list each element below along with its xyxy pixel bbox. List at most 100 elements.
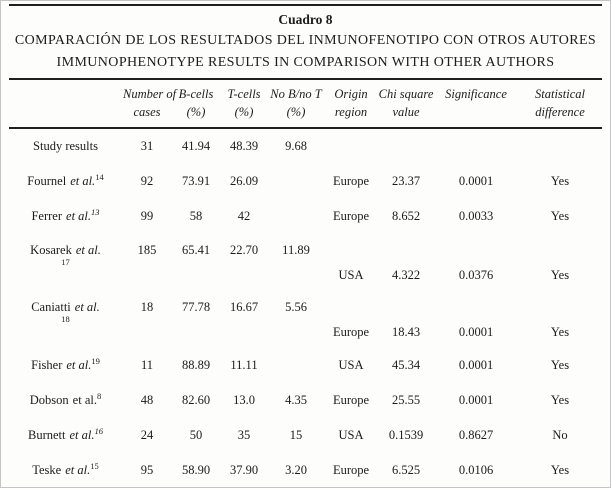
origin-region-cell: USA [338,268,364,282]
author-etal: et al. [72,393,97,407]
origin-region-cell: Europe [332,174,370,188]
statistical-difference-cell: Yes [550,463,570,477]
col-header-origin-region: Origin region [334,87,368,119]
t-cells-cell: 11.11 [230,358,258,372]
origin-region-cell: Europe [332,209,370,223]
t-cells-cell: 13.0 [233,393,255,407]
b-cells-cell: 88.89 [181,358,211,372]
table-container: Cuadro 8 COMPARACIÓN DE LOS RESULTADOS D… [1,4,610,487]
table-number: Cuadro 8 [278,12,333,27]
number-of-cases-cell: 92 [140,174,154,188]
col-header-chi-square: Chi square value [378,87,434,119]
number-of-cases-cell: 185 [137,243,157,257]
no-b-no-t-cell: 15 [289,428,303,442]
table-header-row: Number of cases B-cells (%) T-cells (%) … [8,80,603,127]
author-line: Caniatti et al. 18 [31,300,100,324]
number-of-cases-cell: 95 [140,463,154,477]
author-line: Dobson et al.8 [30,390,102,408]
table-row: Dobson et al.8 48 82.60 13.0 4.35 Europe … [8,383,603,418]
author-name: Fournel [27,174,67,188]
col-header-b-cells: B-cells (%) [178,87,214,119]
number-of-cases-cell: 48 [140,393,154,407]
number-of-cases-cell: 18 [140,300,154,314]
significance-cell: 0.0033 [458,209,494,223]
statistical-difference-cell: Yes [550,174,570,188]
statistical-difference-cell: Yes [550,268,570,282]
author-line: Burnett et al.16 [28,427,103,443]
chi-square-cell: 45.34 [391,358,421,372]
author-name: Ferrer [31,209,63,223]
statistical-difference-cell: No [552,428,568,442]
author-reference-number: 14 [95,171,104,182]
author-line: Ferrer et al.13 [31,208,99,224]
b-cells-cell: 50 [189,428,203,442]
author-cell: Fournel et al.14 [8,171,123,189]
b-cells-cell: 41.94 [181,139,211,153]
statistical-difference-cell: Yes [550,209,570,223]
b-cells-cell: 77.78 [181,300,211,314]
number-of-cases-cell: 11 [140,358,154,372]
statistical-difference-cell: Yes [550,325,570,339]
origin-region-cell: Europe [332,393,370,407]
author-cell: Kosarek et al. 17 [8,234,123,269]
number-of-cases-cell: 24 [140,428,154,442]
significance-cell: 0.0001 [458,325,494,339]
significance-cell: 0.0001 [458,174,494,188]
origin-region-cell: USA [338,358,364,372]
author-name: Teske [32,463,62,477]
author-line: Fisher et al.19 [31,357,100,373]
statistical-difference-cell: Yes [550,393,570,407]
chi-square-cell: 18.43 [391,325,421,339]
b-cells-cell: 73.91 [181,174,211,188]
table-row: Study results 31 41.94 48.39 9.68 [8,129,603,164]
b-cells-cell: 65.41 [181,243,211,257]
table-row: Teske et al.15 95 58.90 37.90 3.20 Europe… [8,453,603,487]
author-cell: Study results [8,139,123,154]
chi-square-cell: 4.322 [391,268,421,282]
no-b-no-t-cell: 3.20 [285,463,307,477]
t-cells-cell: 35 [237,428,251,442]
header-divider-rule [9,127,602,129]
t-cells-cell: 42 [237,209,251,223]
table-row: Fournel et al.14 92 73.91 26.09 Europe 23… [8,164,603,199]
table-body: Study results 31 41.94 48.39 9.68 Fourne… [8,129,603,487]
author-etal: et al. [66,358,92,372]
statistical-difference-cell: Yes [550,358,570,372]
author-name: Study results [33,139,98,153]
b-cells-cell: 58 [189,209,203,223]
title-divider-rule [9,78,602,80]
author-cell: Fisher et al.19 [8,357,123,373]
significance-cell: 0.0001 [458,358,494,372]
origin-region-cell: Europe [332,463,370,477]
author-etal: et al. [66,209,92,223]
b-cells-cell: 58.90 [181,463,211,477]
b-cells-cell: 82.60 [181,393,211,407]
significance-cell: 0.8627 [458,428,494,442]
author-reference-number: 8 [96,390,102,401]
author-name: Fisher [31,358,63,372]
author-line: Teske et al.15 [32,460,99,478]
table-title-english: IMMUNOPHENOTYPE RESULTS IN COMPARISON WI… [56,55,555,70]
table-row: Caniatti et al. 18 18 77.78 16.67 5.56 Eur… [8,291,603,348]
chi-square-cell: 8.652 [391,209,421,223]
chi-square-cell: 0.1539 [388,428,424,442]
chi-square-cell: 6.525 [391,463,421,477]
author-reference-number: 15 [90,460,99,471]
author-name: Kosarek [30,243,72,257]
author-line: Kosarek et al. 17 [30,243,101,267]
author-line: Fournel et al.14 [27,171,104,189]
author-cell: Burnett et al.16 [8,427,123,443]
number-of-cases-cell: 99 [140,209,154,223]
col-header-number-of-cases: Number of cases [123,87,177,119]
significance-cell: 0.0376 [458,268,494,282]
author-etal: et al. [69,428,95,442]
author-cell: Ferrer et al.13 [8,208,123,224]
table-title-block: Cuadro 8 COMPARACIÓN DE LOS RESULTADOS D… [8,6,603,78]
author-line: Study results [33,139,98,154]
top-rule [9,4,602,6]
chi-square-cell: 25.55 [391,393,421,407]
author-cell: Dobson et al.8 [8,390,123,408]
author-cell: Caniatti et al. 18 [8,291,123,326]
table-row: Fisher et al.19 11 88.89 11.11 USA 45.34 … [8,348,603,383]
